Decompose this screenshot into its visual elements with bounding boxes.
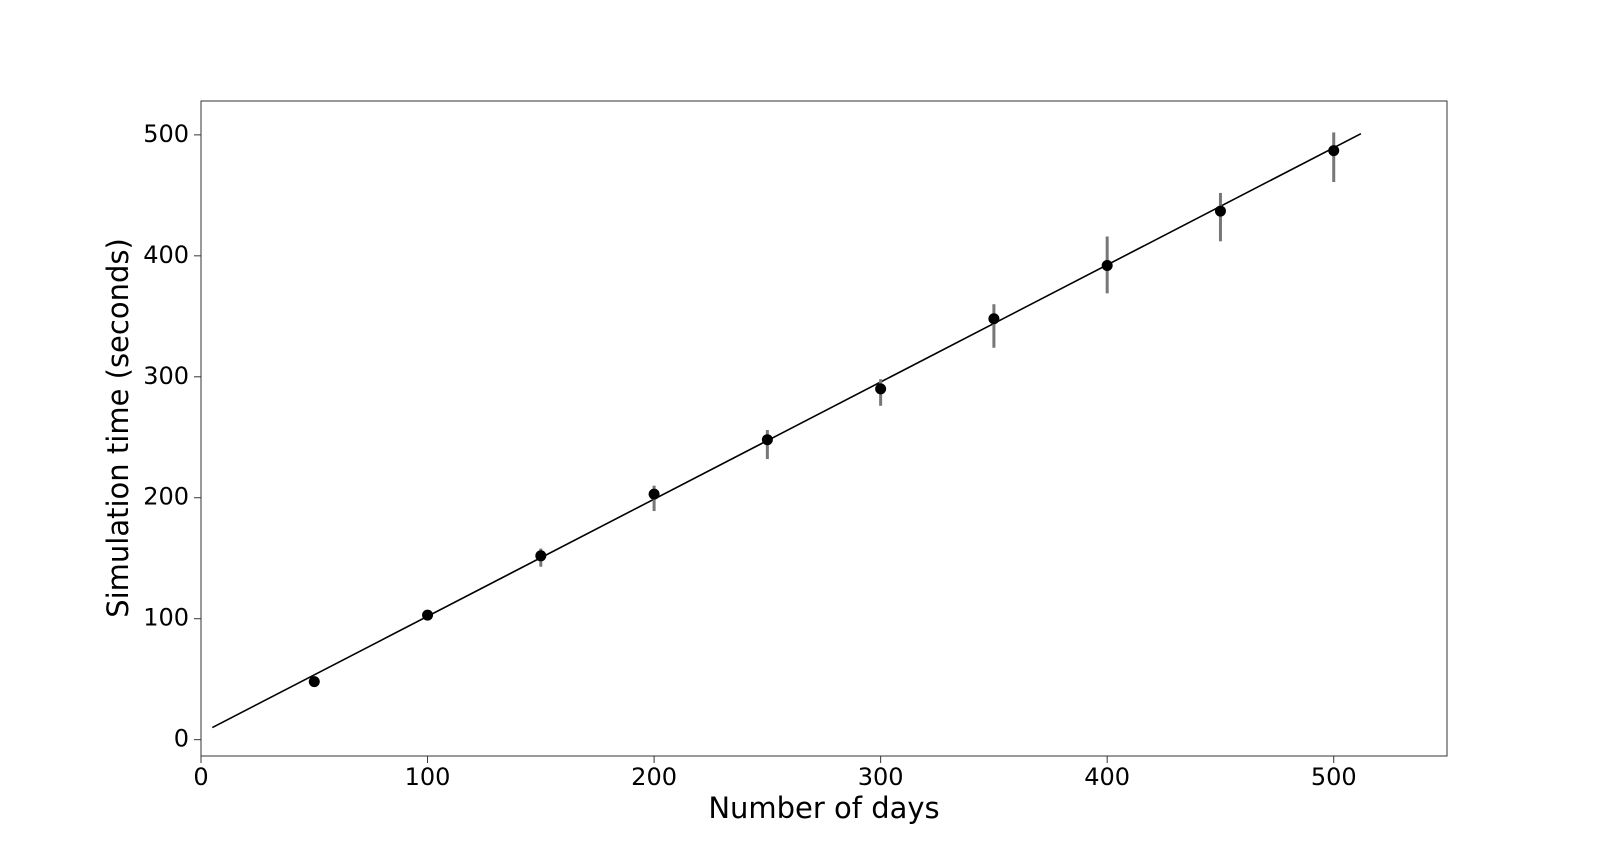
data-point [422,609,434,621]
y-tick-label: 0 [174,725,189,753]
data-point [1101,260,1113,272]
plot-frame [200,100,1448,757]
data-point [648,488,660,500]
y-axis-label: Simulation time (seconds) [101,238,135,618]
x-axis-label: Number of days [708,791,939,825]
data-point [535,550,547,562]
y-tick-label: 100 [143,604,189,632]
data-point [308,676,320,688]
data-point [1328,145,1340,157]
y-tick-label: 300 [143,362,189,390]
x-tick-label: 300 [858,763,904,791]
x-tick-label: 400 [1084,763,1130,791]
data-point [1214,205,1226,217]
x-tick-label: 0 [193,763,208,791]
data-point [875,383,887,395]
y-tick-label: 500 [143,120,189,148]
x-tick-label: 100 [405,763,451,791]
y-tick-label: 400 [143,241,189,269]
data-point [988,313,1000,325]
fit-line [211,132,1362,729]
x-tick-label: 200 [631,763,677,791]
data-point [761,434,773,446]
y-tick-label: 200 [143,483,189,511]
x-tick-label: 500 [1311,763,1357,791]
